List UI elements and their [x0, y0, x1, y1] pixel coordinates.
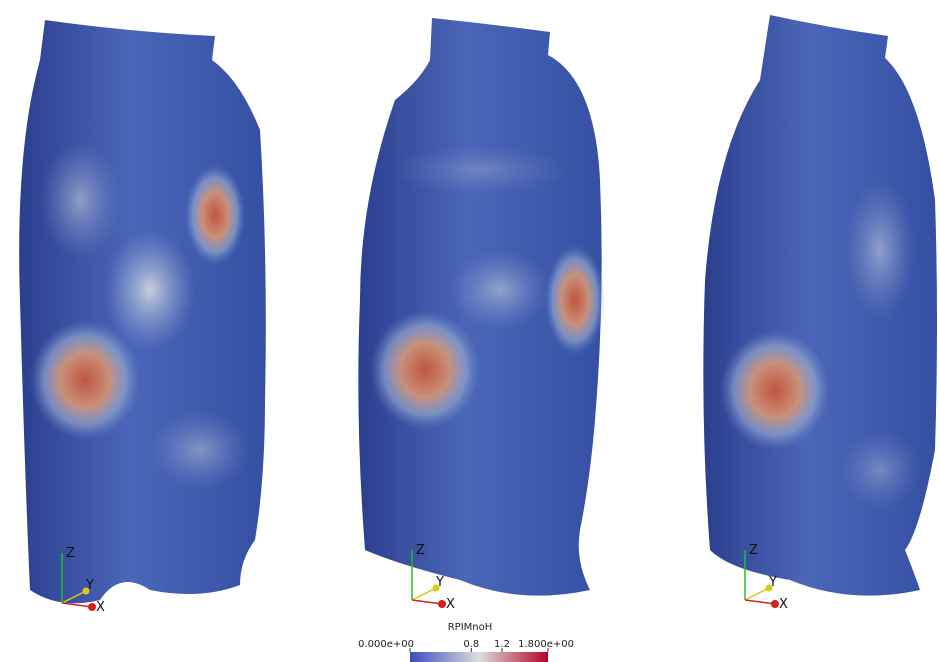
axis-label: X: [446, 597, 455, 612]
x-axis: [744, 599, 776, 605]
vessel-model: [19, 20, 266, 604]
axis-label: Y: [85, 578, 94, 593]
y-axis: [744, 587, 770, 601]
colorbar-tick-label: 1.800e+00: [518, 639, 574, 650]
colorbar-tick-label: 1.2: [494, 639, 510, 650]
axis-label: X: [96, 600, 105, 615]
vessel-model: [358, 18, 605, 596]
axis-label: Y: [768, 575, 777, 590]
axis-label: Y: [435, 575, 444, 590]
x-cone: [771, 600, 779, 608]
x-cone: [88, 603, 96, 611]
colorbar-tick-label: 0.8: [463, 639, 479, 650]
x-axis: [411, 599, 443, 605]
y-cone: [432, 584, 440, 592]
axis-label: Z: [66, 546, 75, 561]
y-cone: [765, 584, 773, 592]
colorbar-title: RPIMnoH: [448, 622, 493, 633]
y-axis: [411, 587, 437, 601]
colorbar-tick-label: 0.000e+00: [358, 639, 414, 650]
x-axis: [61, 602, 93, 608]
colorbar: [410, 652, 548, 662]
axis-label: X: [779, 597, 788, 612]
axis-label: Z: [749, 543, 758, 558]
y-cone: [82, 587, 90, 595]
x-cone: [438, 600, 446, 608]
vessel-model: [703, 15, 937, 596]
y-axis: [61, 590, 87, 604]
axis-label: Z: [416, 543, 425, 558]
